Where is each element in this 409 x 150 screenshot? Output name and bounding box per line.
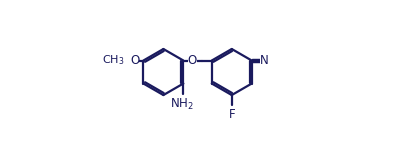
Text: O: O — [130, 54, 139, 67]
Text: F: F — [228, 108, 234, 121]
Text: NH$_2$: NH$_2$ — [170, 97, 193, 112]
Text: N: N — [259, 54, 268, 67]
Text: O: O — [187, 54, 197, 67]
Text: CH$_3$: CH$_3$ — [101, 54, 124, 67]
